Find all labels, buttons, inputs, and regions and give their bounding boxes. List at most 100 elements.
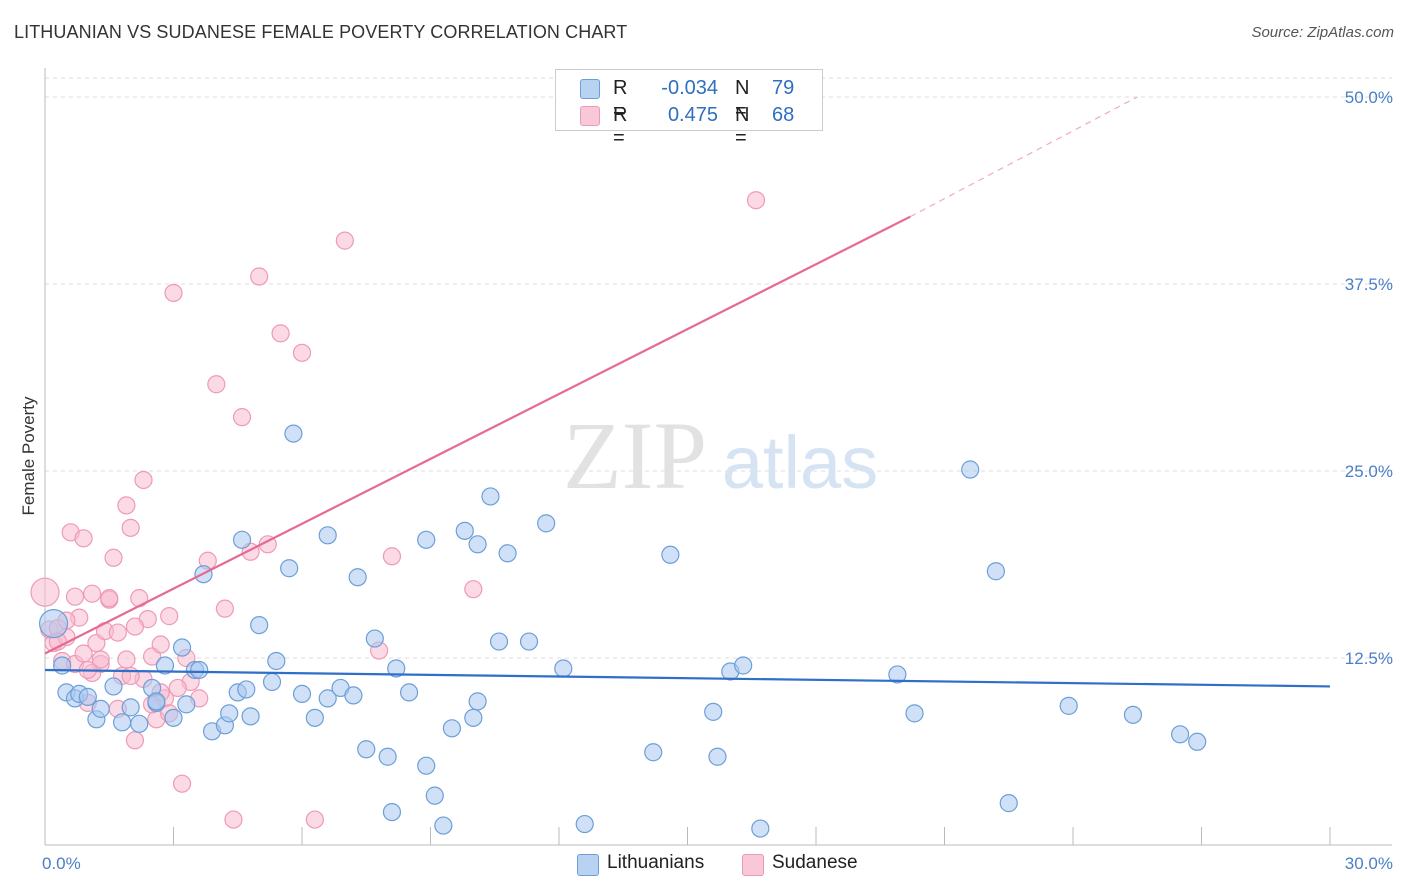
lithuanians-point bbox=[164, 708, 183, 727]
lithuanians-point bbox=[365, 629, 384, 648]
sudanese-point bbox=[164, 283, 183, 303]
lithuanians-point bbox=[155, 656, 175, 675]
sudanese-point bbox=[271, 324, 290, 343]
sudanese-point bbox=[232, 408, 252, 427]
y-tick-label: 50.0% bbox=[1345, 88, 1393, 107]
lithuanians-point bbox=[262, 672, 282, 692]
sudanese-point bbox=[83, 584, 102, 603]
lithuanians-point bbox=[305, 708, 324, 727]
lithuanians-point bbox=[382, 802, 402, 822]
source-label: Source: ZipAtlas.com bbox=[1251, 24, 1394, 41]
lithuanians-point bbox=[575, 814, 594, 834]
lithuanians-point bbox=[498, 544, 517, 563]
x-tick-label-max: 30.0% bbox=[1345, 854, 1393, 873]
lithuanians-point bbox=[468, 535, 487, 554]
sudanese-point bbox=[104, 548, 123, 567]
lithuanians-point bbox=[241, 707, 260, 726]
bottom-legend-label: Lithuanians bbox=[607, 852, 705, 873]
axes bbox=[44, 68, 1392, 846]
lithuanians-point bbox=[91, 699, 110, 718]
lithuanians-point bbox=[434, 816, 453, 835]
sudanese-point bbox=[172, 774, 192, 793]
legend-r-label: R = bbox=[613, 104, 628, 149]
legend-r-value: -0.034 bbox=[661, 77, 718, 99]
lithuanians-point bbox=[986, 562, 1006, 581]
sudanese-point bbox=[108, 623, 127, 642]
trend-lines bbox=[44, 96, 1331, 688]
lithuanians-point bbox=[318, 689, 337, 708]
lithuanians-trend-line bbox=[44, 668, 1331, 688]
watermark-zip: ZIP bbox=[563, 402, 707, 509]
bottom-legend-label: Sudanese bbox=[772, 852, 858, 873]
lithuanians-point bbox=[704, 702, 723, 721]
sudanese-point bbox=[91, 650, 110, 669]
y-tick-label: 25.0% bbox=[1345, 462, 1393, 481]
lithuanians-point bbox=[905, 704, 924, 723]
lithuanians-point bbox=[250, 615, 269, 635]
y-axis-label: Female Poverty bbox=[19, 396, 38, 516]
sudanese-point bbox=[305, 810, 324, 829]
lithuanians-point bbox=[172, 638, 192, 657]
sudanese-point bbox=[335, 231, 354, 250]
lithuanians-point bbox=[1059, 696, 1078, 715]
x-tick-label-min: 0.0% bbox=[42, 854, 81, 873]
lithuanians-point bbox=[237, 680, 256, 699]
y-tick-label: 37.5% bbox=[1345, 275, 1393, 294]
lithuanians-point bbox=[481, 487, 500, 506]
watermark-atlas: atlas bbox=[722, 421, 878, 504]
sudanese-point bbox=[382, 547, 402, 566]
lithuanians-point bbox=[220, 704, 239, 723]
lithuanians-point bbox=[112, 713, 132, 732]
sudanese-point bbox=[207, 375, 226, 394]
sudanese-point bbox=[224, 810, 243, 829]
lithuanians-point bbox=[344, 686, 363, 705]
lithuanians-point bbox=[489, 632, 509, 651]
sudanese-point bbox=[74, 529, 93, 548]
lithuanians-point bbox=[53, 656, 72, 675]
lithuanians-point bbox=[348, 568, 367, 587]
sudanese-point bbox=[30, 577, 60, 607]
legend-swatch-pink bbox=[580, 106, 600, 126]
lithuanians-point bbox=[387, 659, 406, 678]
lithuanians-point bbox=[734, 656, 753, 675]
lithuanians-point bbox=[177, 695, 196, 714]
lithuanians-point bbox=[78, 687, 97, 706]
lithuanians-point bbox=[1188, 732, 1207, 751]
sudanese-point bbox=[134, 470, 153, 490]
sudanese-point bbox=[117, 496, 136, 515]
lithuanians-point bbox=[399, 683, 419, 702]
tick-labels: 12.5% 25.0% 37.5% 50.0% 0.0% 30.0% bbox=[42, 88, 1393, 873]
lithuanians-point bbox=[121, 698, 140, 717]
legend-n-value: 68 bbox=[772, 104, 795, 126]
y-tick-label: 12.5% bbox=[1345, 649, 1393, 668]
sudanese-point bbox=[160, 607, 179, 626]
sudanese-point bbox=[292, 343, 312, 362]
sudanese-point bbox=[100, 589, 119, 608]
lithuanians-point bbox=[708, 747, 727, 766]
sudanese-point bbox=[74, 644, 93, 663]
lithuanians-point bbox=[425, 786, 444, 805]
lithuanians-point bbox=[455, 521, 474, 540]
sudanese-point bbox=[464, 580, 483, 599]
lithuanians-point bbox=[378, 747, 397, 766]
sudanese-point bbox=[250, 267, 269, 286]
lithuanians-point bbox=[464, 708, 483, 727]
lithuanians-point bbox=[280, 559, 299, 578]
sudanese-point bbox=[215, 599, 234, 618]
lithuanians-point bbox=[519, 632, 539, 651]
lithuanians-point bbox=[644, 743, 663, 762]
sudanese-point bbox=[117, 650, 136, 669]
sudanese-point bbox=[168, 678, 187, 698]
grid-lines bbox=[45, 77, 1392, 659]
lithuanians-point bbox=[468, 692, 487, 711]
lithuanians-point bbox=[417, 756, 436, 775]
series-lithuanians-points bbox=[38, 424, 1207, 838]
sudanese-point bbox=[746, 191, 766, 210]
lithuanians-point bbox=[888, 665, 907, 684]
bottom-legend-swatch-pink bbox=[742, 854, 764, 876]
lithuanians-point bbox=[38, 608, 69, 639]
sudanese-point bbox=[125, 617, 145, 636]
sudanese-point bbox=[151, 635, 170, 654]
lithuanians-point bbox=[554, 659, 573, 678]
